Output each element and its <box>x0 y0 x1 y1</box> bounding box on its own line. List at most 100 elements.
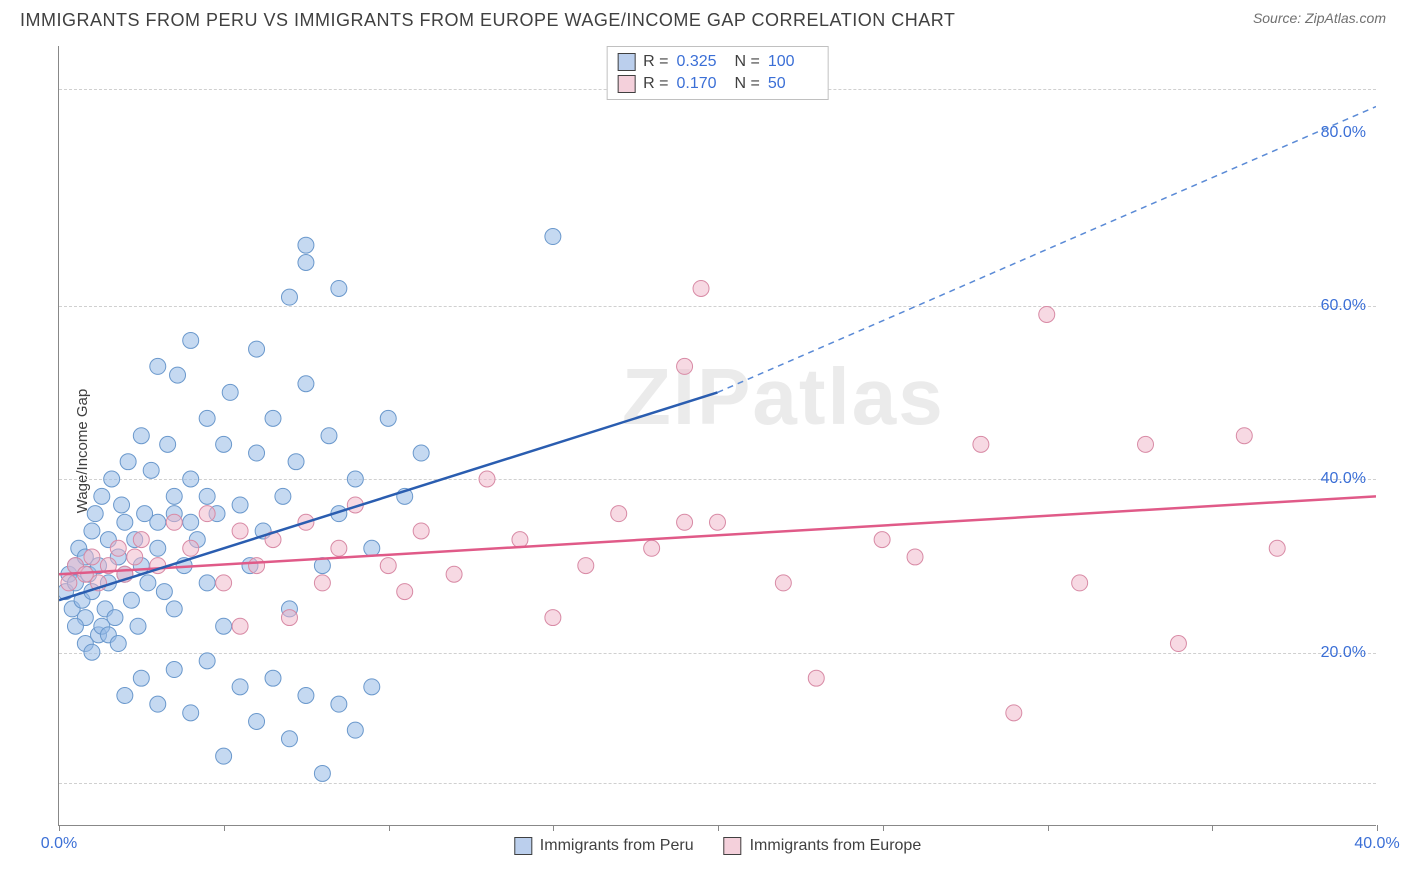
data-point <box>183 540 199 556</box>
data-point <box>183 332 199 348</box>
data-point <box>140 575 156 591</box>
chart-source: Source: ZipAtlas.com <box>1253 10 1386 26</box>
data-point <box>364 679 380 695</box>
data-point <box>183 471 199 487</box>
legend-swatch <box>514 837 532 855</box>
data-point <box>150 514 166 530</box>
data-point <box>281 610 297 626</box>
data-point <box>232 679 248 695</box>
legend-n-value: 50 <box>768 75 818 93</box>
x-tick <box>553 825 554 831</box>
data-point <box>104 471 120 487</box>
data-point <box>61 575 77 591</box>
legend-r-value: 0.170 <box>677 75 727 93</box>
data-point <box>298 255 314 271</box>
data-point <box>133 670 149 686</box>
data-point <box>1269 540 1285 556</box>
data-point <box>84 523 100 539</box>
legend-stats: R =0.325N =100 R = 0.170 N = 50 <box>606 46 829 100</box>
data-point <box>67 618 83 634</box>
data-point <box>545 229 561 245</box>
legend-n-value: 100 <box>768 53 818 71</box>
data-point <box>232 618 248 634</box>
data-point <box>133 532 149 548</box>
legend-swatch <box>724 837 742 855</box>
data-point <box>1236 428 1252 444</box>
data-point <box>298 376 314 392</box>
data-point <box>709 514 725 530</box>
data-point <box>380 410 396 426</box>
data-point <box>321 428 337 444</box>
chart-container: Wage/Income Gap ZIPatlas R =0.325N =100R… <box>10 36 1396 866</box>
data-point <box>413 523 429 539</box>
data-point <box>199 575 215 591</box>
data-point <box>973 436 989 452</box>
data-point <box>84 644 100 660</box>
data-point <box>677 514 693 530</box>
data-point <box>347 471 363 487</box>
legend-series-label: Immigrants from Europe <box>750 837 922 855</box>
x-tick <box>1212 825 1213 831</box>
data-point <box>1170 636 1186 652</box>
data-point <box>150 540 166 556</box>
data-point <box>275 488 291 504</box>
legend-r-label: R = <box>643 75 668 93</box>
data-point <box>907 549 923 565</box>
legend-stats-row: R =0.325N =100 <box>617 51 818 73</box>
legend-series-label: Immigrants from Peru <box>540 837 694 855</box>
x-tick <box>718 825 719 831</box>
data-point <box>150 358 166 374</box>
x-tick <box>1377 825 1378 831</box>
data-point <box>1138 436 1154 452</box>
data-point <box>127 549 143 565</box>
legend-swatch <box>617 53 635 71</box>
data-point <box>120 454 136 470</box>
legend-n-label: N = <box>735 75 760 93</box>
data-point <box>170 367 186 383</box>
data-point <box>380 558 396 574</box>
data-point <box>199 506 215 522</box>
data-point <box>232 523 248 539</box>
data-point <box>1006 705 1022 721</box>
data-point <box>249 558 265 574</box>
data-point <box>150 696 166 712</box>
x-tick <box>224 825 225 831</box>
data-point <box>84 549 100 565</box>
chart-title: IMMIGRANTS FROM PERU VS IMMIGRANTS FROM … <box>20 10 955 31</box>
data-point <box>578 558 594 574</box>
data-point <box>693 280 709 296</box>
data-point <box>364 540 380 556</box>
data-point <box>288 454 304 470</box>
data-point <box>874 532 890 548</box>
x-tick <box>883 825 884 831</box>
data-point <box>94 488 110 504</box>
data-point <box>160 436 176 452</box>
trend-line <box>717 107 1375 393</box>
data-point <box>265 410 281 426</box>
legend-series-item: Immigrants from Peru <box>514 837 694 855</box>
data-point <box>298 688 314 704</box>
data-point <box>545 610 561 626</box>
data-point <box>446 566 462 582</box>
data-point <box>249 445 265 461</box>
data-point <box>216 748 232 764</box>
data-point <box>199 653 215 669</box>
legend-series-item: Immigrants from Europe <box>724 837 922 855</box>
data-point <box>1039 306 1055 322</box>
legend-r-value: 0.325 <box>677 53 727 71</box>
data-point <box>397 584 413 600</box>
data-point <box>331 540 347 556</box>
data-point <box>232 497 248 513</box>
data-point <box>166 601 182 617</box>
data-point <box>114 497 130 513</box>
data-point <box>775 575 791 591</box>
legend-swatch <box>617 75 635 93</box>
data-point <box>644 540 660 556</box>
data-point <box>808 670 824 686</box>
data-point <box>281 731 297 747</box>
legend-stats-row: R = 0.170 N = 50 <box>617 73 818 95</box>
data-point <box>183 514 199 530</box>
data-point <box>156 584 172 600</box>
data-point <box>117 514 133 530</box>
data-point <box>265 670 281 686</box>
